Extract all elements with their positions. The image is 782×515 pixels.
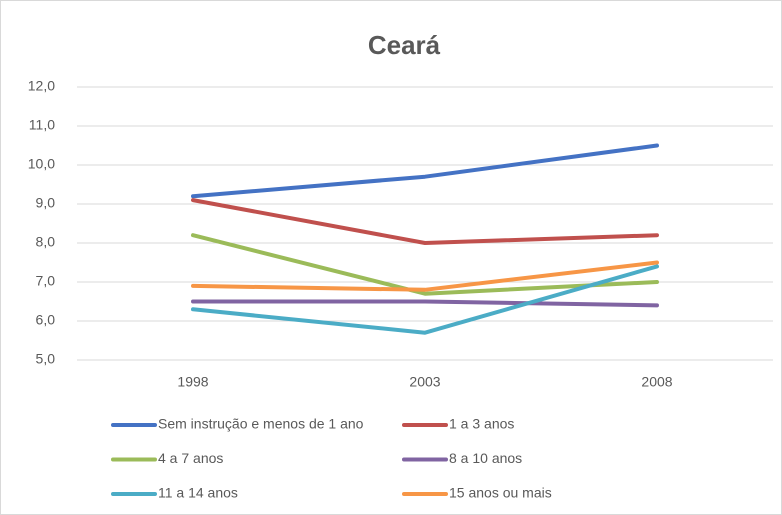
x-tick-label: 2003 <box>409 374 440 390</box>
x-tick-label: 1998 <box>177 374 208 390</box>
y-tick-label: 10,0 <box>28 156 55 172</box>
x-tick-label: 2008 <box>641 374 672 390</box>
series-line <box>191 233 659 296</box>
legend-label: 1 a 3 anos <box>449 416 514 432</box>
series-line <box>191 143 659 199</box>
y-tick-label: 5,0 <box>36 351 56 367</box>
legend-label: Sem instrução e menos de 1 ano <box>158 416 364 432</box>
y-tick-label: 8,0 <box>36 234 56 250</box>
series-line <box>191 299 659 308</box>
series-line <box>191 260 659 292</box>
legend-label: 8 a 10 anos <box>449 450 522 466</box>
y-tick-label: 6,0 <box>36 312 56 328</box>
y-tick-label: 7,0 <box>36 273 56 289</box>
y-tick-label: 9,0 <box>36 195 56 211</box>
legend-label: 15 anos ou mais <box>449 485 552 501</box>
legend-label: 11 a 14 anos <box>158 485 238 501</box>
chart-title: Ceará <box>368 30 441 60</box>
legend-label: 4 a 7 anos <box>158 450 223 466</box>
series-line <box>191 264 659 335</box>
series-line <box>191 198 659 245</box>
y-tick-label: 11,0 <box>29 117 55 133</box>
y-tick-label: 12,0 <box>28 78 55 94</box>
